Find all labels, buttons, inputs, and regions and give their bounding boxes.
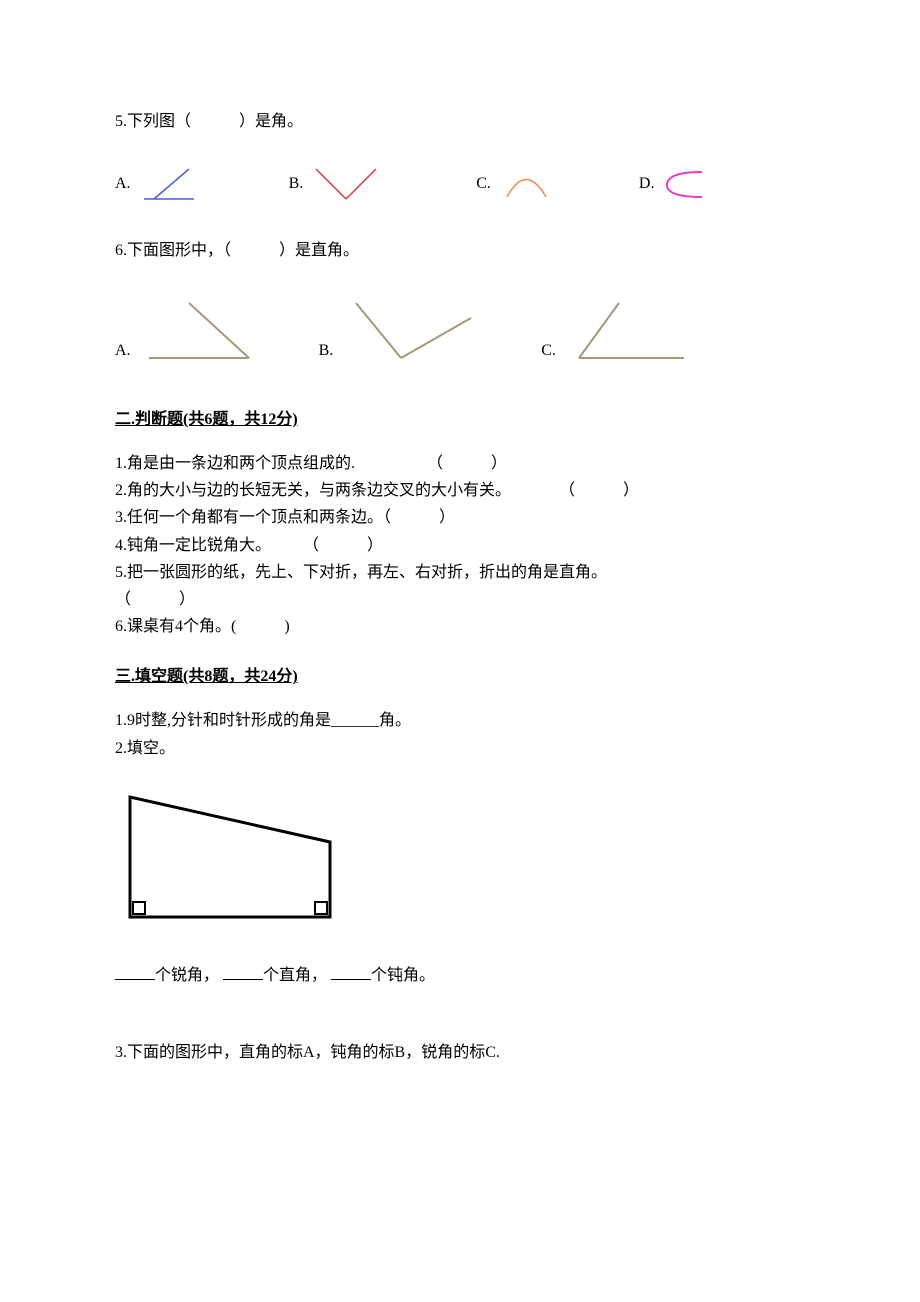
fill-text: 个钝角。 — [371, 967, 435, 984]
q5-a-letter: A. — [115, 172, 131, 196]
judge-item: 1.角是由一条边和两个顶点组成的. （ ） — [115, 450, 805, 477]
s3-q2-label: 2.填空。 — [115, 735, 805, 762]
blank — [331, 964, 371, 980]
s3-q2-fill: 个锐角， 个直角， 个钝角。 — [115, 962, 805, 989]
q5-b-letter: B. — [289, 172, 304, 196]
judge-item: 4.钝角一定比锐角大。 （ ） — [115, 532, 805, 559]
q6-text: 6.下面图形中，（ ）是直角。 — [115, 239, 805, 263]
q6-option-c: C. — [541, 293, 694, 363]
fill-text: 个锐角， — [155, 967, 219, 984]
q5-option-c: C. — [476, 167, 554, 202]
q6-a-letter: A. — [115, 339, 131, 363]
judge-item: 3.任何一个角都有一个顶点和两条边。（ ） — [115, 504, 805, 531]
s3-q1: 1.9时整,分针和时针形成的角是______角。 — [115, 707, 805, 734]
q5-option-d: D. — [639, 167, 713, 202]
q6-options: A. B. C. — [115, 293, 805, 363]
q5-c-letter: C. — [476, 172, 491, 196]
judge-item: 6.课桌有4个角。( ) — [115, 613, 805, 640]
blank — [115, 964, 155, 980]
q6-option-b: B. — [319, 293, 482, 363]
judge-item: 5.把一张圆形的纸，先上、下对折，再左、右对折，折出的角是直角。 — [115, 559, 805, 586]
trapezoid-icon — [115, 782, 345, 932]
fill-text: 个直角， — [263, 967, 327, 984]
q5-text: 5.下列图（ ）是角。 — [115, 110, 805, 134]
q5-c-icon — [499, 167, 554, 202]
judge-item: 2.角的大小与边的长短无关，与两条边交叉的大小有关。 （ ） — [115, 477, 805, 504]
s3-q3: 3.下面的图形中，直角的标A，钝角的标B，锐角的标C. — [115, 1039, 805, 1066]
q6-a-icon — [139, 293, 259, 363]
q6-b-icon — [341, 293, 481, 363]
q5-a-icon — [139, 164, 199, 204]
judge-item: （ ） — [115, 586, 805, 613]
q5-b-icon — [311, 164, 381, 204]
q6-c-letter: C. — [541, 339, 556, 363]
q5-options: A. B. C. D. — [115, 164, 805, 204]
q6-c-icon — [564, 293, 694, 363]
q5-d-letter: D. — [639, 172, 655, 196]
q5-option-b: B. — [289, 164, 382, 204]
section2-header: 二.判断题(共6题，共12分) — [115, 408, 805, 432]
section3-header: 三.填空题(共8题，共24分) — [115, 665, 805, 689]
q5-option-a: A. — [115, 164, 199, 204]
blank — [223, 964, 263, 980]
q6-b-letter: B. — [319, 339, 334, 363]
q6-option-a: A. — [115, 293, 259, 363]
q5-d-icon — [662, 167, 712, 202]
